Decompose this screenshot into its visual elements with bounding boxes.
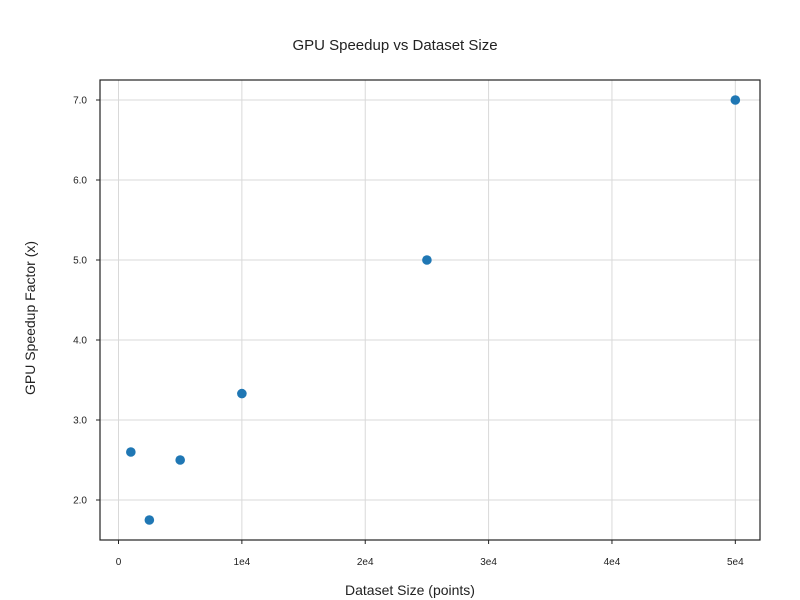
data-point	[175, 455, 185, 465]
data-point	[144, 515, 155, 525]
y-tick-label: 7.0	[73, 96, 87, 107]
plot-area-frame	[99, 79, 761, 541]
x-axis-ticks: 0 1e4 2e4 3e4 4e4 5e4	[116, 540, 744, 568]
x-axis-label: Dataset Size (points)	[345, 582, 475, 598]
x-tick-label: 4e4	[604, 557, 621, 568]
x-tick-label: 0	[116, 557, 122, 568]
x-tick-label: 1e4	[234, 557, 251, 568]
data-point	[422, 255, 432, 265]
y-tick-label: 5.0	[73, 256, 87, 267]
x-tick-label: 5e4	[727, 557, 744, 568]
y-tick-label: 6.0	[73, 176, 87, 187]
x-tick-label: 2e4	[357, 557, 374, 568]
y-tick-label: 3.0	[73, 416, 87, 427]
data-point	[237, 388, 247, 399]
chart-title: GPU Speedup vs Dataset Size	[292, 37, 497, 54]
y-axis-label: GPU Speedup Factor (x)	[22, 241, 38, 395]
data-points	[126, 95, 741, 525]
y-tick-label: 2.0	[73, 496, 87, 507]
data-point	[730, 95, 741, 105]
y-axis-ticks: 2.0 3.0 4.0 5.0 6.0 7.0	[73, 96, 100, 507]
grid-lines	[100, 80, 760, 540]
y-tick-label: 4.0	[73, 336, 87, 347]
data-point	[126, 447, 136, 457]
x-tick-label: 3e4	[480, 557, 497, 568]
